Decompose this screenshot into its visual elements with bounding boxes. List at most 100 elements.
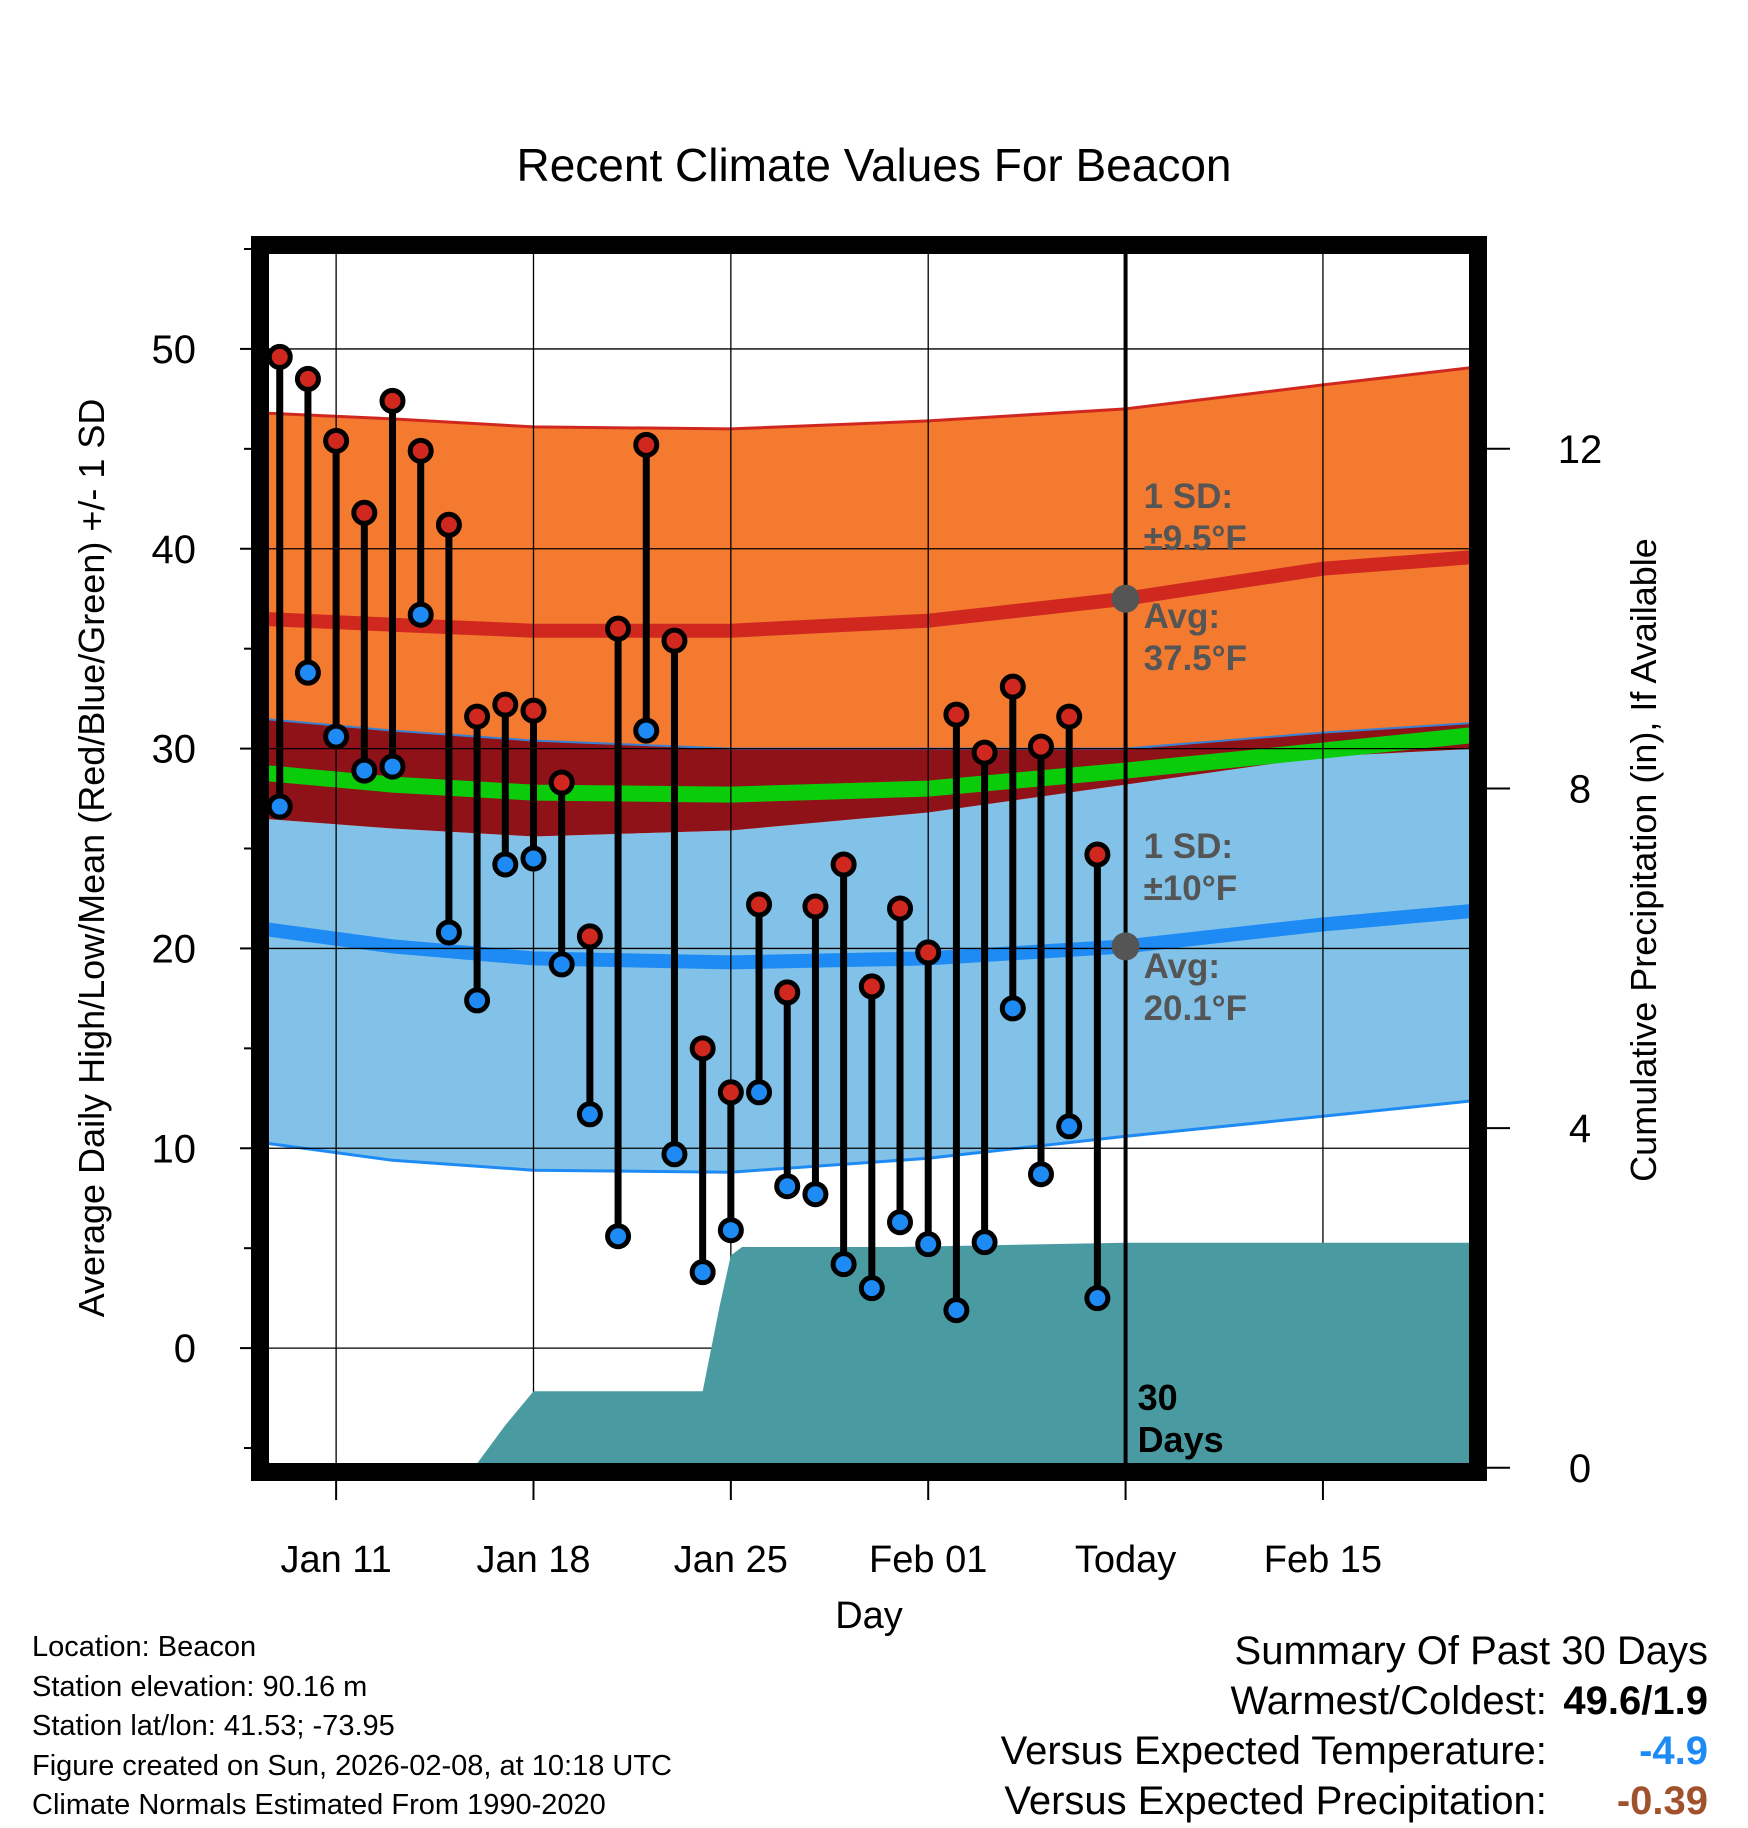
y2-tick-label: 8 <box>1569 767 1591 811</box>
summary-precip-row: Versus Expected Precipitation: -0.39 <box>1001 1776 1708 1826</box>
elevation-text: Station elevation: 90.16 m <box>32 1670 368 1703</box>
temp-vs-expected-label: Versus Expected Temperature: <box>1000 1729 1547 1773</box>
low-temp-point <box>717 1217 744 1244</box>
y2-tick-label: 0 <box>1569 1447 1591 1491</box>
y-tick-label: 30 <box>152 728 197 772</box>
low-temp-point <box>887 1209 914 1236</box>
low-temp-point <box>661 1141 688 1168</box>
low-temp-point <box>802 1181 829 1208</box>
high-temp-point <box>633 431 660 458</box>
summary-temp-row: Versus Expected Temperature: -4.9 <box>1001 1726 1708 1776</box>
high-temp-point <box>323 427 350 454</box>
y-axis-label: Average Daily High/Low/Mean (Red/Blue/Gr… <box>71 399 112 1318</box>
today-avg-high-marker <box>1111 584 1140 613</box>
low-temp-point <box>943 1297 970 1324</box>
high-temp-point <box>351 499 378 526</box>
x-tick-label: Jan 25 <box>674 1539 788 1581</box>
plot-frame <box>251 236 1487 1481</box>
created-text: Figure created on Sun, 2026-02-08, at 10… <box>32 1749 672 1782</box>
high-temp-point <box>605 615 632 642</box>
low-temp-point <box>435 919 462 946</box>
low-temp-point <box>492 851 519 878</box>
high-temp-point <box>266 343 293 370</box>
high-temp-point <box>943 701 970 728</box>
axes: 0 10 20 30 40 50 0 4 8 12 Jan 11 Jan 18 Jan 25 Feb 01… <box>152 247 1603 1581</box>
y2-axis-label: Cumulative Precipitation (in), If Availa… <box>1623 538 1664 1182</box>
high-temp-point <box>1056 703 1083 730</box>
y-tick-label: 0 <box>174 1327 196 1371</box>
y-tick-label: 50 <box>152 328 197 372</box>
low-temp-point <box>407 601 434 628</box>
today-avg-low-marker <box>1111 932 1140 961</box>
y-tick-label: 20 <box>152 927 197 971</box>
high-temp-point <box>407 437 434 464</box>
low-temp-point <box>915 1231 942 1258</box>
high-temp-point <box>802 893 829 920</box>
summary-heading: Summary Of Past 30 Days <box>1234 1629 1708 1673</box>
x-tick-label: Jan 11 <box>280 1539 391 1581</box>
high-temp-point <box>887 895 914 922</box>
precipitation-area <box>260 1242 1478 1472</box>
high-temp-point <box>971 739 998 766</box>
low-temp-point <box>633 717 660 744</box>
warm-cold-label: Warmest/Coldest: <box>1230 1679 1547 1723</box>
high-temp-point <box>999 673 1026 700</box>
low-temp-point <box>351 757 378 784</box>
high-temp-point <box>717 1079 744 1106</box>
high-avg-label-line-2: 37.5°F <box>1144 639 1248 678</box>
low-temp-point <box>971 1229 998 1256</box>
chart-title: Recent Climate Values For Beacon <box>516 139 1231 191</box>
high-temp-point <box>915 939 942 966</box>
high-temp-point <box>435 511 462 538</box>
low-temp-point <box>1056 1113 1083 1140</box>
y2-tick-label: 12 <box>1558 428 1603 472</box>
low-temp-point <box>689 1259 716 1286</box>
high-sd-label-line-2: ±9.5°F <box>1144 519 1247 558</box>
low-temp-point <box>266 793 293 820</box>
high-temp-point <box>379 387 406 414</box>
window-label-count: 30 <box>1138 1377 1178 1418</box>
high-temp-point <box>492 691 519 718</box>
high-temp-point <box>520 697 547 724</box>
precip-vs-expected-label: Versus Expected Precipitation: <box>1004 1779 1547 1823</box>
low-temp-point <box>464 987 491 1014</box>
high-temp-point <box>464 703 491 730</box>
y-tick-label: 10 <box>152 1127 197 1171</box>
summary-panel: Summary Of Past 30 Days Warmest/Coldest:… <box>1001 1626 1708 1826</box>
high-temp-point <box>858 973 885 1000</box>
low-avg-label-line-1: Avg: <box>1144 947 1220 986</box>
y-tick-label: 40 <box>152 528 197 572</box>
x-tick-label: Today <box>1075 1539 1176 1581</box>
high-avg-label-line-1: Avg: <box>1144 597 1220 636</box>
x-axis-label: Day <box>835 1595 903 1637</box>
summary-warm-cold-row: Warmest/Coldest: 49.6/1.9 <box>1001 1676 1709 1726</box>
low-temp-point <box>746 1079 773 1106</box>
high-sd-label-line-1: 1 SD: <box>1144 477 1233 516</box>
high-temp-point <box>294 365 321 392</box>
high-temp-point <box>689 1035 716 1062</box>
cumulative-precip-area <box>260 1242 1478 1472</box>
temp-vs-expected-value: -4.9 <box>1639 1729 1708 1773</box>
low-temp-point <box>774 1173 801 1200</box>
window-label-days: Days <box>1138 1419 1224 1460</box>
high-temp-point <box>774 979 801 1006</box>
station-info: Location: Beacon Station elevation: 90.1… <box>32 1628 672 1826</box>
normal-mean-line <box>260 726 1478 803</box>
low-temp-point <box>379 753 406 780</box>
warm-cold-value: 49.6/1.9 <box>1563 1679 1708 1723</box>
low-temp-point <box>548 951 575 978</box>
precip-vs-expected-value: -0.39 <box>1616 1779 1708 1823</box>
high-upper-edge <box>260 365 1478 431</box>
low-temp-point <box>576 1101 603 1128</box>
low-temp-point <box>323 723 350 750</box>
low-sd-label-line-2: ±10°F <box>1144 869 1238 908</box>
low-avg-label-line-2: 20.1°F <box>1144 989 1248 1028</box>
location-text: Location: Beacon <box>32 1631 257 1663</box>
high-temp-point <box>576 923 603 950</box>
high-temp-point <box>830 851 857 878</box>
low-temp-point <box>830 1251 857 1278</box>
x-tick-label: Jan 18 <box>476 1539 590 1581</box>
low-temp-point <box>858 1275 885 1302</box>
